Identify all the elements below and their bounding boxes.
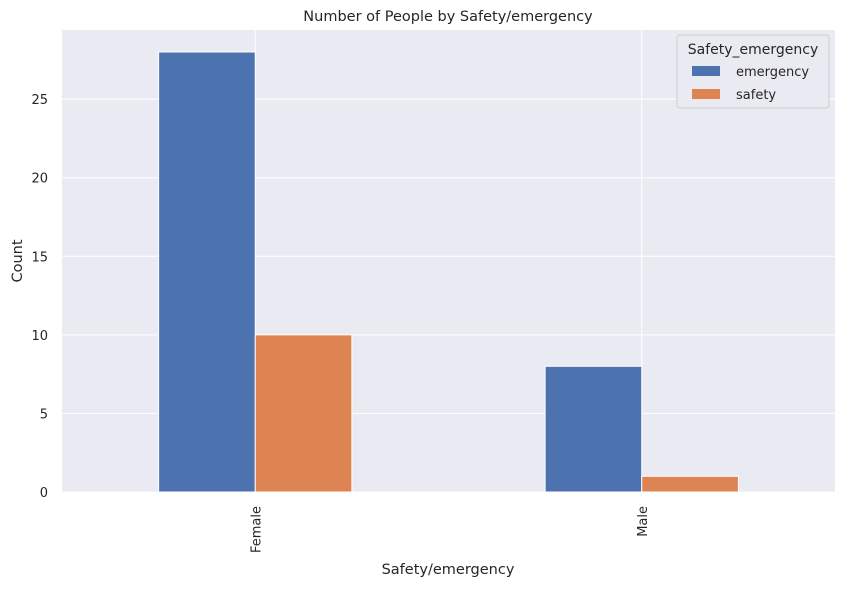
chart-title: Number of People by Safety/emergency	[303, 9, 593, 25]
legend-swatch-emergency	[692, 66, 720, 76]
y-tick-label: 20	[31, 172, 48, 187]
legend-label-safety: safety	[736, 88, 776, 103]
bar-emergency-male	[544, 365, 643, 493]
legend: Safety_emergency emergency safety	[676, 34, 830, 109]
bar-safety-male	[641, 475, 739, 493]
bars	[158, 51, 739, 493]
x-tick-label: Male	[636, 506, 651, 537]
bar-safety-female	[254, 334, 353, 493]
y-tick-label: 0	[40, 486, 48, 501]
x-tick-label: Female	[249, 506, 264, 553]
y-tick-label: 15	[31, 250, 48, 265]
x-axis-label: Safety/emergency	[382, 562, 515, 578]
y-tick-label: 5	[40, 407, 48, 422]
y-tick-label: 25	[31, 93, 48, 108]
y-tick-labels: 0 5 10 15 20 25	[31, 93, 48, 501]
y-tick-label: 10	[31, 329, 48, 344]
legend-title: Safety_emergency	[688, 42, 819, 58]
legend-label-emergency: emergency	[736, 65, 809, 80]
bar-emergency-female	[158, 51, 256, 493]
y-axis-label: Count	[10, 239, 26, 282]
legend-swatch-safety	[692, 89, 720, 99]
x-tick-labels: Female Male	[249, 506, 651, 553]
